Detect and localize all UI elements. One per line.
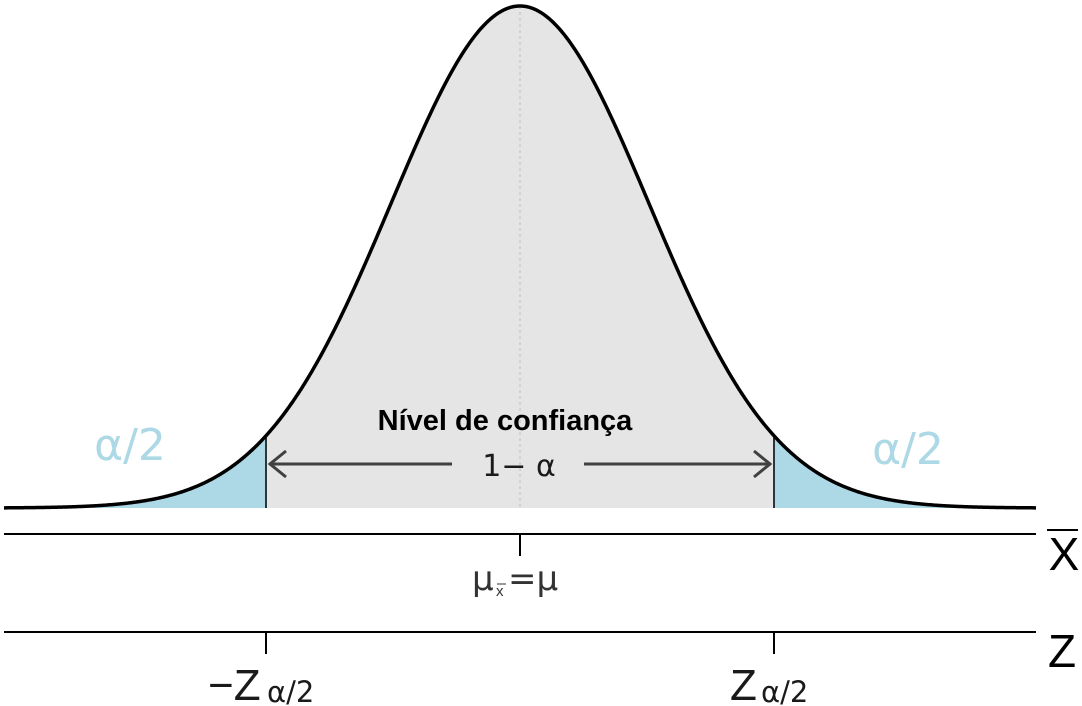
normal-density-curve — [3, 4, 1037, 510]
z-axis-label: Z — [1048, 625, 1076, 677]
mean-equals-mu: =μ — [508, 559, 558, 599]
z-positive-main: Z — [730, 661, 757, 706]
z-negative-main: −Z — [208, 661, 261, 706]
confidence-value: 1− α — [482, 449, 556, 484]
confidence-area — [267, 6, 773, 508]
right-tail-area — [772, 434, 1036, 508]
mean-mu: μ — [472, 559, 494, 599]
confidence-level-title: Nível de confiança — [378, 405, 634, 437]
z-positive-subscript: α/2 — [761, 675, 808, 706]
left-tail-area — [4, 434, 268, 508]
left-tail-label: α/2 — [94, 420, 166, 471]
z-negative-subscript: α/2 — [267, 675, 314, 706]
arrow-left-head — [267, 449, 287, 479]
mean-label: μ x =μ — [472, 559, 558, 600]
confidence-arrow — [267, 449, 773, 479]
xbar-axis-label: X — [1049, 528, 1080, 580]
arrow-right-head — [753, 449, 773, 479]
mean-subscript: x — [496, 583, 504, 600]
right-tail-label: α/2 — [872, 424, 944, 475]
